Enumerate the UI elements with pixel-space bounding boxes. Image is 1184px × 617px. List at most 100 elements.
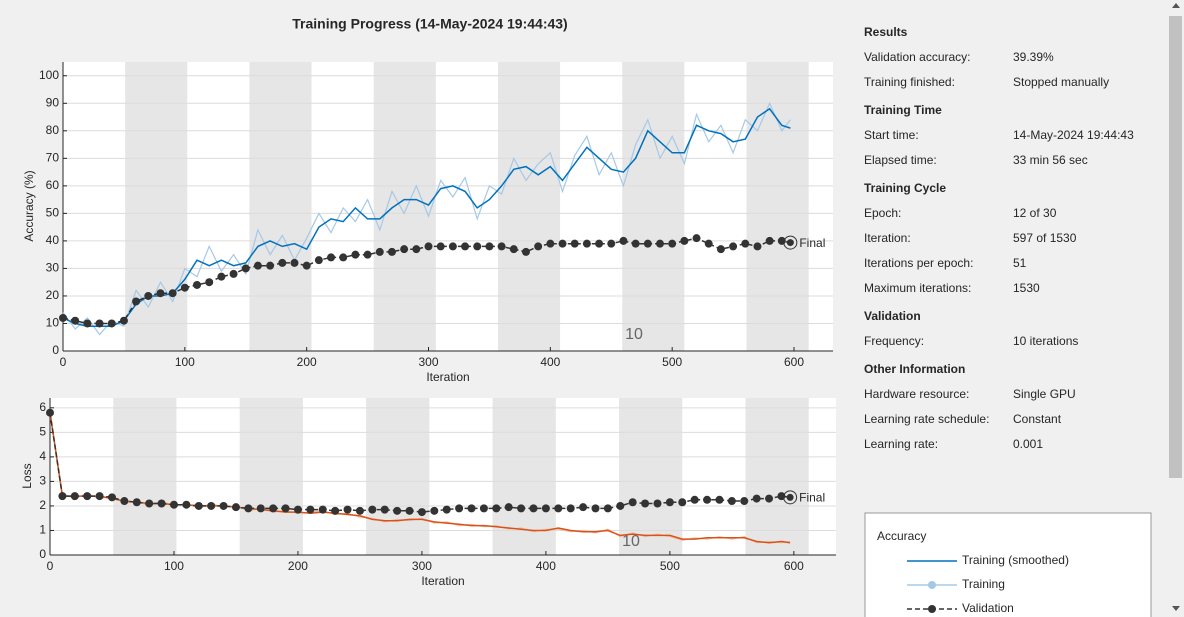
validation-point (405, 506, 414, 515)
legend-box (864, 512, 1152, 617)
validation-point (741, 239, 750, 248)
epoch-band (249, 62, 312, 351)
validation-point (417, 508, 426, 517)
info-label: Iterations per epoch: (864, 256, 973, 270)
y-axis-label: Loss (20, 463, 34, 488)
info-value: Stopped manually (1013, 75, 1109, 89)
validation-point (461, 242, 470, 251)
final-label: Final (799, 491, 825, 505)
validation-point (497, 242, 506, 251)
validation-point (448, 242, 457, 251)
validation-point (668, 239, 677, 248)
validation-point (95, 319, 104, 328)
x-tick-label: 400 (540, 355, 560, 369)
validation-point (727, 497, 736, 506)
validation-point (715, 495, 724, 504)
info-label: Start time: (864, 128, 919, 142)
final-ring (783, 235, 798, 250)
validation-point (182, 500, 191, 509)
x-tick-label: 600 (784, 559, 804, 573)
validation-point (194, 501, 203, 510)
info-value: 14-May-2024 19:44:43 (1013, 128, 1134, 142)
legend-label: Validation (962, 601, 1014, 615)
x-tick-label: 500 (660, 559, 680, 573)
y-tick-label: 0 (39, 547, 46, 561)
validation-point (266, 261, 275, 270)
epoch-band (373, 62, 436, 351)
validation-point (363, 250, 372, 259)
validation-point (293, 505, 302, 514)
validation-point (619, 236, 628, 245)
validation-point (467, 504, 476, 513)
smoothed-line (62, 107, 791, 327)
validation-point (786, 493, 794, 501)
info-label: Learning rate: (864, 437, 938, 451)
y-tick-label: 0 (52, 343, 59, 357)
validation-point (290, 258, 299, 267)
x-tick-label: 400 (536, 559, 556, 573)
overlay-annotation: 10 (625, 326, 643, 343)
epoch-band (746, 62, 809, 351)
validation-point (244, 504, 253, 513)
validation-point (132, 297, 141, 306)
info-value: 10 iterations (1013, 334, 1078, 348)
validation-point (132, 498, 141, 507)
x-tick-label: 100 (164, 559, 184, 573)
legend-marker (928, 605, 936, 613)
validation-point (375, 247, 384, 256)
validation-point (641, 499, 650, 508)
validation-point (504, 503, 513, 512)
validation-point (269, 504, 278, 513)
validation-point (591, 504, 600, 513)
info-value: 39.39% (1013, 50, 1054, 64)
validation-point (436, 242, 445, 251)
info-label: Elapsed time: (864, 153, 937, 167)
validation-point (603, 504, 612, 513)
info-value: Single GPU (1013, 387, 1076, 401)
validation-point (380, 505, 389, 514)
validation-point (786, 239, 794, 247)
validation-point (145, 499, 154, 508)
validation-point (541, 504, 550, 513)
section-heading: Training Time (864, 103, 942, 117)
validation-point (156, 289, 165, 298)
legend-label: Training (smoothed) (962, 553, 1069, 567)
validation-point (665, 498, 674, 507)
validation-point (83, 492, 92, 501)
validation-point (256, 504, 265, 513)
epoch-band (113, 398, 177, 555)
validation-point (607, 239, 616, 248)
y-tick-label: 2 (39, 498, 46, 512)
validation-point (521, 247, 530, 256)
epoch-band (239, 398, 303, 555)
validation-point (169, 500, 178, 509)
validation-point (400, 245, 409, 254)
y-tick-label: 20 (46, 288, 60, 302)
scroll-down[interactable] (1172, 606, 1180, 611)
scroll-up[interactable] (1172, 3, 1180, 8)
x-tick-label: 300 (412, 559, 432, 573)
validation-point (529, 504, 538, 513)
section-heading: Validation (864, 309, 921, 323)
scrollbar-thumb[interactable] (1169, 16, 1182, 478)
validation-point (253, 261, 262, 270)
x-tick-label: 0 (47, 559, 54, 573)
validation-point (653, 499, 662, 508)
validation-point (430, 506, 439, 515)
validation-point (579, 503, 588, 512)
x-tick-label: 600 (784, 355, 804, 369)
info-label: Frequency: (864, 334, 924, 348)
validation-point (59, 313, 67, 322)
info-value: 1530 (1013, 281, 1040, 295)
info-value: 51 (1013, 256, 1027, 270)
validation-point (193, 280, 202, 289)
section-heading: Training Cycle (864, 181, 946, 195)
validation-point (492, 504, 501, 513)
epoch-band (745, 398, 809, 555)
validation-point (231, 503, 240, 512)
overlay-annotation: 10 (622, 533, 640, 550)
validation-point (455, 504, 464, 513)
validation-point (473, 242, 482, 251)
validation-point (753, 242, 762, 251)
